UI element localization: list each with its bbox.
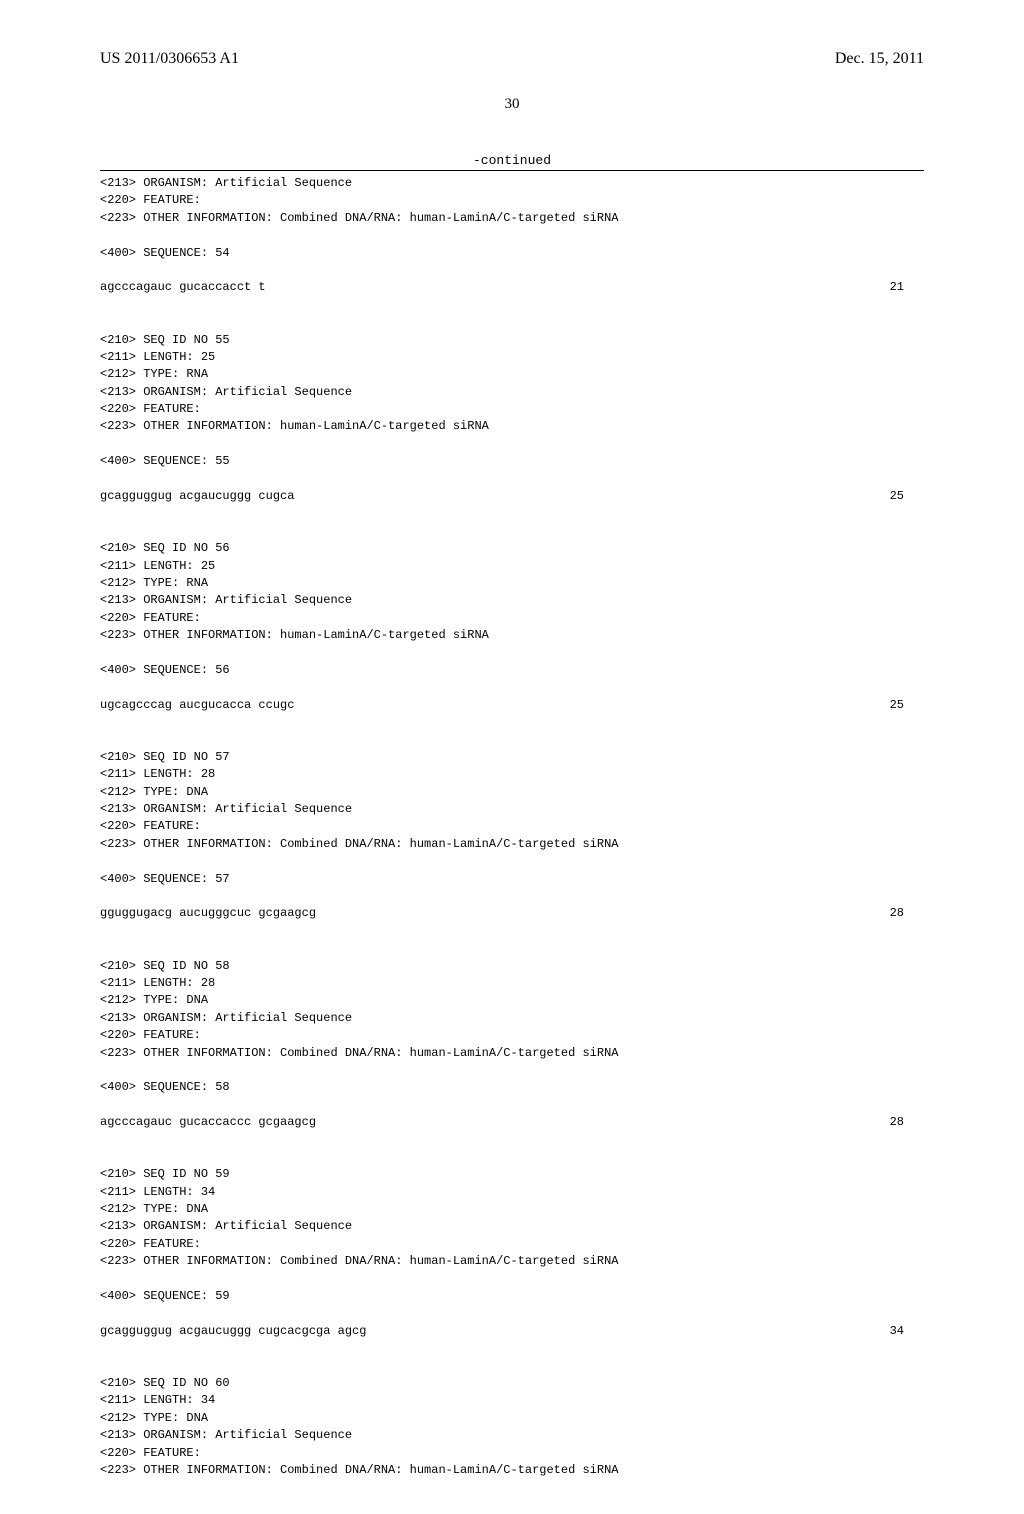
blank-line	[100, 227, 924, 244]
sequence-text: gguggugacg aucugggcuc gcgaagcg	[100, 905, 316, 922]
entry-header: <210> SEQ ID NO 57 <211> LENGTH: 28 <212…	[100, 749, 924, 853]
sequence-label: <400> SEQUENCE: 57	[100, 871, 924, 888]
blank-line	[100, 505, 924, 522]
page-number: 30	[100, 96, 924, 113]
sequence-line: ugcagcccag aucgucacca ccugc 25	[100, 697, 924, 714]
sequence-label: <400> SEQUENCE: 55	[100, 453, 924, 470]
blank-line	[100, 714, 924, 731]
blank-line	[100, 471, 924, 488]
sequence-line: gcagguggug acgaucuggg cugca 25	[100, 488, 924, 505]
sequence-label: <400> SEQUENCE: 58	[100, 1079, 924, 1096]
sequence-text: gcagguggug acgaucuggg cugcacgcga agcg	[100, 1323, 366, 1340]
rule-top	[100, 170, 924, 171]
blank-line	[100, 297, 924, 314]
patent-page: US 2011/0306653 A1 Dec. 15, 2011 30 -con…	[0, 0, 1024, 1320]
continued-label: -continued	[100, 153, 924, 168]
sequence-length: 28	[890, 1114, 924, 1131]
sequence-line: gguggugacg aucugggcuc gcgaagcg 28	[100, 905, 924, 922]
blank-line	[100, 1097, 924, 1114]
blank-line	[100, 1497, 924, 1514]
sequence-length: 25	[890, 488, 924, 505]
publication-date: Dec. 15, 2011	[835, 50, 924, 68]
sequence-text: agcccagauc gucaccaccc gcgaagcg	[100, 1114, 316, 1131]
blank-line	[100, 923, 924, 940]
entry-header: <210> SEQ ID NO 60 <211> LENGTH: 34 <212…	[100, 1375, 924, 1479]
sequence-length: 25	[890, 697, 924, 714]
blank-line	[100, 436, 924, 453]
sequence-text: ugcagcccag aucgucacca ccugc	[100, 697, 294, 714]
blank-line	[100, 732, 924, 749]
sequence-label: <400> SEQUENCE: 56	[100, 662, 924, 679]
blank-line	[100, 853, 924, 870]
entry-header: <210> SEQ ID NO 59 <211> LENGTH: 34 <212…	[100, 1166, 924, 1270]
blank-line	[100, 1131, 924, 1148]
blank-line	[100, 1340, 924, 1357]
sequence-line: gcagguggug acgaucuggg cugcacgcga agcg 34	[100, 1323, 924, 1340]
blank-line	[100, 1479, 924, 1496]
blank-line	[100, 940, 924, 957]
sequence-length: 21	[890, 279, 924, 296]
blank-line	[100, 1305, 924, 1322]
blank-line	[100, 679, 924, 696]
sequence-listing: <213> ORGANISM: Artificial Sequence <220…	[100, 175, 924, 1514]
sequence-line: agcccagauc gucaccaccc gcgaagcg 28	[100, 1114, 924, 1131]
blank-line	[100, 314, 924, 331]
blank-line	[100, 1149, 924, 1166]
blank-line	[100, 1062, 924, 1079]
entry-header: <210> SEQ ID NO 55 <211> LENGTH: 25 <212…	[100, 332, 924, 436]
blank-line	[100, 1271, 924, 1288]
sequence-line: agcccagauc gucaccacct t 21	[100, 279, 924, 296]
sequence-label: <400> SEQUENCE: 59	[100, 1288, 924, 1305]
blank-line	[100, 523, 924, 540]
blank-line	[100, 888, 924, 905]
page-header: US 2011/0306653 A1 Dec. 15, 2011	[100, 50, 924, 68]
blank-line	[100, 645, 924, 662]
entry-header: <210> SEQ ID NO 56 <211> LENGTH: 25 <212…	[100, 540, 924, 644]
publication-number: US 2011/0306653 A1	[100, 50, 239, 68]
entry-header: <213> ORGANISM: Artificial Sequence <220…	[100, 175, 924, 227]
sequence-label: <400> SEQUENCE: 54	[100, 245, 924, 262]
sequence-length: 28	[890, 905, 924, 922]
blank-line	[100, 262, 924, 279]
blank-line	[100, 1358, 924, 1375]
entry-header: <210> SEQ ID NO 58 <211> LENGTH: 28 <212…	[100, 958, 924, 1062]
sequence-length: 34	[890, 1323, 924, 1340]
sequence-text: gcagguggug acgaucuggg cugca	[100, 488, 294, 505]
sequence-text: agcccagauc gucaccacct t	[100, 279, 266, 296]
